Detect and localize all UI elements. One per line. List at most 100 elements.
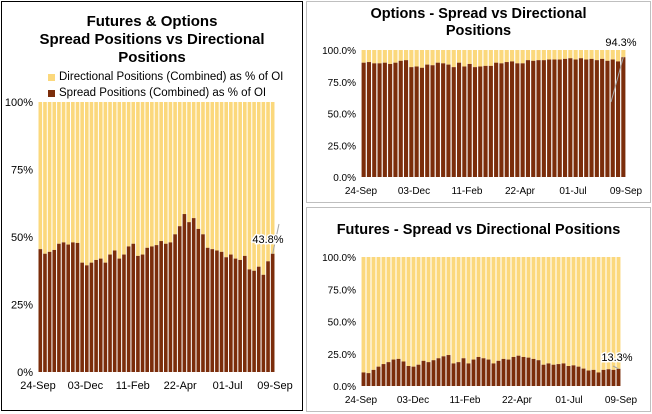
combined-spread-bar xyxy=(43,253,47,372)
futures-directional-bar xyxy=(396,257,401,359)
options-chart-title: Options - Spread vs Directional Position… xyxy=(307,6,650,40)
options-directional-bar xyxy=(562,50,568,59)
options-directional-bar xyxy=(462,50,467,67)
futures-directional-bar xyxy=(566,257,571,366)
options-spread-bar xyxy=(568,58,573,177)
futures-spread-bar xyxy=(516,355,521,386)
options-spread-bar xyxy=(414,66,419,177)
futures-directional-bar xyxy=(506,257,511,360)
options-directional-bar xyxy=(366,50,372,63)
futures-directional-bar xyxy=(561,257,566,364)
futures-directional-bar xyxy=(436,257,441,359)
combined-spread-bar xyxy=(168,242,173,372)
options-title-line-1: Options - Spread vs Directional xyxy=(370,6,587,22)
options-directional-bar xyxy=(541,50,546,61)
combined-directional-bar xyxy=(52,102,57,250)
options-spread-bar xyxy=(578,58,584,177)
options-spread-bar xyxy=(605,60,610,177)
combined-spread-bar xyxy=(242,255,247,372)
futures-y-tick-label: 0.0% xyxy=(333,382,356,393)
combined-directional-bar xyxy=(247,102,252,270)
options-directional-bar xyxy=(425,50,430,65)
options-directional-bar xyxy=(494,50,499,63)
combined-directional-bar xyxy=(136,102,140,256)
futures-y-tick-label: 75.0% xyxy=(328,285,356,296)
futures-directional-bar xyxy=(411,257,416,367)
options-spread-bar xyxy=(504,62,509,178)
combined-chart-title: Futures & Options Spread Positions vs Di… xyxy=(2,13,302,67)
combined-spread-bar xyxy=(261,274,266,372)
combined-title-line-1: Futures & Options xyxy=(86,13,218,30)
options-y-tick-label: 50.0% xyxy=(328,110,356,121)
options-spread-bar xyxy=(382,62,387,178)
options-directional-bar xyxy=(472,50,478,68)
combined-directional-bar xyxy=(43,102,47,254)
futures-x-tick-label: 22-Apr xyxy=(502,395,533,406)
futures-directional-bar xyxy=(501,257,506,359)
options-directional-bar xyxy=(393,50,398,63)
options-spread-bar xyxy=(488,65,493,178)
combined-y-tick-label: 50% xyxy=(11,232,33,244)
combined-last-value-label: 43.8% xyxy=(252,234,283,246)
combined-spread-bar xyxy=(126,246,131,372)
combined-spread-bar xyxy=(122,254,126,372)
combined-spread-bar xyxy=(173,234,177,372)
combined-directional-bar xyxy=(252,102,256,271)
options-spread-bar xyxy=(462,66,467,177)
options-spread-bar xyxy=(610,59,615,177)
combined-spread-bar xyxy=(103,262,108,372)
options-title-line-2: Positions xyxy=(445,23,512,39)
combined-y-tick-label: 100% xyxy=(5,97,33,109)
futures-directional-bar xyxy=(421,257,426,361)
options-directional-bar xyxy=(382,50,387,63)
options-spread-bar xyxy=(377,63,382,177)
futures-directional-bar xyxy=(536,257,541,361)
combined-title-line-2: Spread Positions vs Directional xyxy=(39,31,265,48)
options-y-tick-label: 0.0% xyxy=(333,173,356,184)
options-x-tick-label: 01-Jul xyxy=(559,186,586,197)
options-directional-bar xyxy=(478,50,483,67)
futures-spread-bar xyxy=(396,358,401,386)
futures-directional-bar xyxy=(426,257,431,363)
options-directional-bar xyxy=(372,50,377,64)
combined-directional-bar xyxy=(61,102,66,243)
options-spread-bar xyxy=(520,63,525,177)
futures-spread-bar xyxy=(606,369,611,386)
options-directional-bar xyxy=(499,50,504,64)
options-spread-bar xyxy=(393,62,398,178)
options-y-tick-label: 75.0% xyxy=(328,78,356,89)
options-spread-bar xyxy=(483,65,488,178)
options-directional-bar xyxy=(525,50,531,61)
futures-spread-bar xyxy=(426,362,431,386)
options-spread-bar xyxy=(557,59,562,177)
futures-directional-bar xyxy=(386,257,391,363)
futures-last-value-label: 13.3% xyxy=(601,352,632,364)
combined-directional-bar xyxy=(256,102,261,267)
futures-directional-bar xyxy=(496,257,501,361)
options-spread-bar xyxy=(573,59,578,177)
combined-directional-bar xyxy=(201,102,205,235)
combined-chart-plot: 0% 25% 50% 75% 100% 24-Sep 03-Dec 11-Feb 22-Apr 0… xyxy=(5,97,293,392)
combined-directional-bar xyxy=(182,102,187,215)
options-directional-bar xyxy=(615,50,621,62)
combined-callout-leader xyxy=(272,223,280,254)
futures-directional-bar xyxy=(601,257,606,370)
futures-spread-bar xyxy=(566,366,571,386)
combined-x-tick-label: 01-Jul xyxy=(213,380,243,392)
combined-spread-bar xyxy=(177,226,182,372)
combined-spread-bar xyxy=(224,257,229,372)
combined-y-tick-label: 25% xyxy=(11,300,33,312)
futures-spread-bar xyxy=(526,357,531,386)
futures-directional-bar xyxy=(366,257,371,374)
futures-spread-bar xyxy=(586,370,591,386)
futures-spread-bar xyxy=(501,358,506,386)
options-directional-bar xyxy=(388,50,393,64)
options-directional-bar xyxy=(509,50,515,62)
options-spread-bar xyxy=(536,60,541,177)
options-spread-bar xyxy=(409,67,414,177)
combined-directional-bar xyxy=(126,102,131,247)
futures-directional-bar xyxy=(481,257,486,359)
futures-spread-bar xyxy=(366,373,371,386)
combined-directional-bar xyxy=(154,102,159,246)
legend-item-spread: Spread Positions (Combined) as % of OI xyxy=(48,85,283,101)
